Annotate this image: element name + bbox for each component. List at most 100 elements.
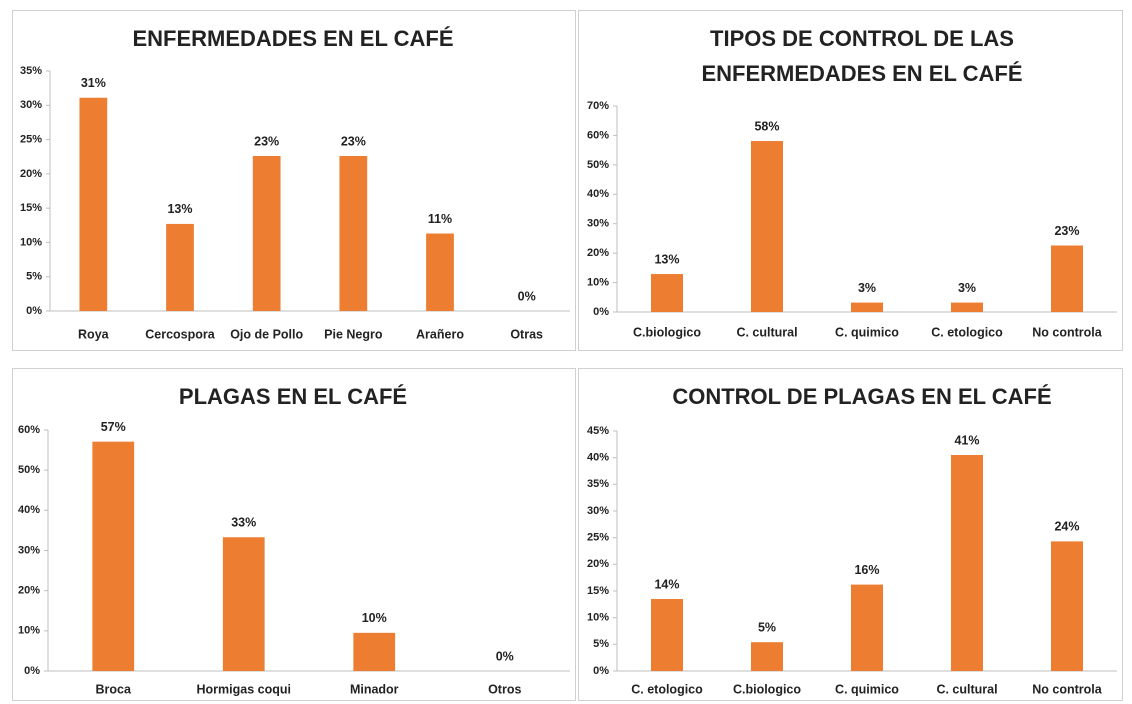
data-label: 33% [231, 516, 256, 530]
y-tick-label: 30% [587, 505, 609, 517]
y-tick-label: 10% [587, 612, 609, 624]
y-tick-label: 70% [587, 100, 609, 112]
data-label: 3% [858, 281, 876, 295]
y-tick-label: 60% [587, 129, 609, 141]
x-tick-label: Arañero [416, 327, 464, 341]
y-tick-label: 40% [587, 188, 609, 200]
y-tick-label: 5% [26, 271, 42, 283]
x-tick-label: C. quimico [835, 682, 899, 696]
x-tick-label: Otras [510, 327, 543, 341]
y-tick-label: 40% [587, 452, 609, 464]
bar [1051, 245, 1083, 312]
y-tick-label: 0% [593, 665, 609, 677]
data-label: 23% [254, 134, 279, 148]
bar [252, 156, 281, 311]
panel-border [12, 10, 576, 351]
x-tick-label: Broca [96, 682, 132, 696]
data-label: 10% [362, 611, 387, 625]
x-tick-label: C.biologico [633, 325, 701, 339]
x-tick-label: C.biologico [733, 682, 801, 696]
data-label: 57% [101, 420, 126, 434]
panel-border [578, 10, 1123, 351]
bar [651, 274, 683, 312]
x-tick-label: Pie Negro [324, 327, 383, 341]
data-label: 23% [341, 134, 366, 148]
x-tick-label: C. quimico [835, 325, 899, 339]
y-tick-label: 10% [18, 625, 40, 637]
bar [951, 302, 983, 312]
chart-title: ENFERMEDADES EN EL CAFÉ [701, 61, 1022, 86]
y-tick-label: 45% [587, 425, 609, 437]
chart-title: ENFERMEDADES EN EL CAFÉ [132, 26, 453, 51]
x-tick-label: No controla [1032, 682, 1102, 696]
y-tick-label: 60% [18, 424, 40, 436]
y-tick-label: 10% [20, 236, 42, 248]
x-tick-label: C. etologico [931, 325, 1003, 339]
bar [651, 599, 683, 671]
bar [92, 441, 135, 671]
bar [1051, 541, 1083, 671]
bar [79, 97, 108, 311]
data-label: 31% [81, 76, 106, 90]
y-tick-label: 10% [587, 276, 609, 288]
y-tick-label: 30% [18, 544, 40, 556]
x-tick-label: Hormigas coqui [197, 682, 291, 696]
data-label: 11% [428, 212, 452, 226]
data-label: 13% [167, 202, 192, 216]
data-label: 13% [654, 252, 679, 266]
bar [339, 156, 368, 311]
data-label: 24% [1054, 520, 1079, 534]
bar [751, 642, 783, 671]
bar [222, 537, 265, 671]
data-label: 14% [654, 577, 679, 591]
y-tick-label: 0% [593, 306, 609, 318]
y-tick-label: 0% [24, 665, 40, 677]
y-tick-label: 5% [593, 638, 609, 650]
data-label: 41% [954, 433, 979, 447]
panel-border [578, 368, 1123, 701]
x-tick-label: Cercospora [145, 327, 216, 341]
y-tick-label: 25% [587, 532, 609, 544]
y-tick-label: 20% [587, 247, 609, 259]
y-tick-label: 35% [20, 65, 42, 77]
data-label: 5% [758, 620, 776, 634]
y-tick-label: 20% [587, 558, 609, 570]
y-tick-label: 15% [587, 585, 609, 597]
y-tick-label: 0% [26, 305, 42, 317]
data-label: 0% [496, 649, 514, 663]
chart-title: CONTROL DE PLAGAS EN EL CAFÉ [672, 384, 1051, 409]
x-tick-label: Ojo de Pollo [230, 327, 303, 341]
y-tick-label: 50% [587, 159, 609, 171]
x-tick-label: C. etologico [631, 682, 703, 696]
x-tick-label: Minador [350, 682, 399, 696]
y-tick-label: 20% [18, 585, 40, 597]
data-label: 58% [754, 119, 779, 133]
bar [353, 632, 396, 671]
x-tick-label: No controla [1032, 325, 1102, 339]
x-tick-label: Otros [488, 682, 521, 696]
panel-border [12, 368, 576, 701]
chart-title: TIPOS DE CONTROL DE LAS [710, 26, 1014, 51]
y-tick-label: 35% [587, 478, 609, 490]
x-tick-label: C. cultural [936, 682, 997, 696]
y-tick-label: 20% [20, 168, 42, 180]
y-tick-label: 25% [20, 133, 42, 145]
y-tick-label: 30% [20, 99, 42, 111]
bar [751, 141, 783, 312]
bar [851, 584, 883, 671]
y-tick-label: 50% [18, 464, 40, 476]
data-label: 3% [958, 281, 976, 295]
data-label: 0% [518, 289, 536, 303]
bar [166, 223, 194, 311]
x-tick-label: C. cultural [736, 325, 797, 339]
chart-title: PLAGAS EN EL CAFÉ [179, 384, 407, 409]
data-label: 23% [1054, 224, 1079, 238]
data-label: 16% [854, 563, 879, 577]
bar [851, 302, 883, 312]
bar [951, 455, 983, 671]
y-tick-label: 30% [587, 218, 609, 230]
y-tick-label: 40% [18, 504, 40, 516]
y-tick-label: 15% [20, 202, 42, 214]
bar [426, 233, 454, 311]
